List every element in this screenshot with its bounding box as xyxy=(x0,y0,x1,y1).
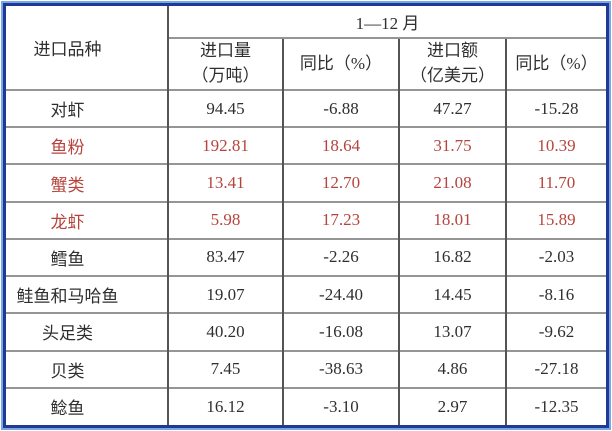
value-cell: 19.07 xyxy=(167,275,283,314)
table-row: 鲑鱼和马哈鱼 19.07 -24.40 14.45 -8.16 xyxy=(6,275,606,314)
column-header-line1: 进口额 xyxy=(427,41,478,61)
value-cell: -6.88 xyxy=(282,88,399,128)
table-header: 进口品种 1—12 月 进口量 （万吨） 同比（%） 进口额 （亿美元） xyxy=(6,6,606,90)
value-cell: 7.45 xyxy=(167,349,283,388)
species-cell: 鲑鱼和马哈鱼 xyxy=(6,275,168,314)
import-table: 进口品种 1—12 月 进口量 （万吨） 同比（%） 进口额 （亿美元） xyxy=(6,6,606,425)
value-cell: 4.86 xyxy=(398,349,506,388)
species-cell: 贝类 xyxy=(6,349,168,388)
value-cell: -16.08 xyxy=(282,312,399,351)
value-cell: -38.63 xyxy=(282,349,399,388)
value-cell: -24.40 xyxy=(282,275,399,314)
value-cell: 83.47 xyxy=(167,237,283,277)
value-cell: -3.10 xyxy=(282,386,399,425)
value-cell: 11.70 xyxy=(505,163,606,202)
value-cell: 10.39 xyxy=(505,126,606,165)
table-row: 鱼粉 192.81 18.64 31.75 10.39 xyxy=(6,126,606,165)
blue-frame-inner: 进口品种 1—12 月 进口量 （万吨） 同比（%） 进口额 （亿美元） xyxy=(3,3,609,428)
value-cell: 21.08 xyxy=(398,163,506,202)
column-header-yoy-value: 同比（%） xyxy=(505,37,606,90)
species-cell: 鳕鱼 xyxy=(6,237,168,277)
column-header-line2: （亿美元） xyxy=(410,66,495,85)
column-header-yoy-volume: 同比（%） xyxy=(282,37,399,90)
table-row: 龙虾 5.98 17.23 18.01 15.89 xyxy=(6,200,606,239)
table-row: 鲶鱼 16.12 -3.10 2.97 -12.35 xyxy=(6,386,606,425)
value-cell: -2.26 xyxy=(282,237,399,277)
value-cell: -2.03 xyxy=(505,237,606,277)
species-cell: 头足类 xyxy=(6,312,168,351)
value-cell: 192.81 xyxy=(167,126,283,165)
species-cell: 鱼粉 xyxy=(6,126,168,165)
value-cell: 94.45 xyxy=(167,88,283,128)
value-cell: 15.89 xyxy=(505,200,606,239)
value-cell: 17.23 xyxy=(282,200,399,239)
period-header: 1—12 月 xyxy=(167,6,606,38)
value-cell: -15.28 xyxy=(505,88,606,128)
value-cell: 16.82 xyxy=(398,237,506,277)
header-row-period: 进口品种 1—12 月 xyxy=(6,6,606,59)
species-cell: 鲶鱼 xyxy=(6,386,168,425)
species-cell: 蟹类 xyxy=(6,163,168,202)
value-cell: -8.16 xyxy=(505,275,606,314)
species-cell: 对虾 xyxy=(6,88,168,128)
value-cell: 47.27 xyxy=(398,88,506,128)
table-row: 贝类 7.45 -38.63 4.86 -27.18 xyxy=(6,349,606,388)
column-header-import-value: 进口额 （亿美元） xyxy=(398,37,506,90)
table-row: 头足类 40.20 -16.08 13.07 -9.62 xyxy=(6,312,606,351)
column-header-line2: （万吨） xyxy=(191,66,260,85)
value-cell: 40.20 xyxy=(167,312,283,351)
value-cell: 18.64 xyxy=(282,126,399,165)
header-row-columns: 进口量 （万吨） 同比（%） 进口额 （亿美元） 同比（%） xyxy=(6,37,606,90)
column-header-line1: 同比（%） xyxy=(299,53,383,73)
value-cell: 13.41 xyxy=(167,163,283,202)
value-cell: -9.62 xyxy=(505,312,606,351)
table-body: 对虾 94.45 -6.88 47.27 -15.28 鱼粉 192.81 18… xyxy=(6,88,606,425)
table-row: 鳕鱼 83.47 -2.26 16.82 -2.03 xyxy=(6,237,606,277)
column-header-line1: 进口量 xyxy=(200,41,251,61)
value-cell: 12.70 xyxy=(282,163,399,202)
value-cell: 31.75 xyxy=(398,126,506,165)
value-cell: -12.35 xyxy=(505,386,606,425)
value-cell: 18.01 xyxy=(398,200,506,239)
value-cell: 5.98 xyxy=(167,200,283,239)
species-column-header: 进口品种 xyxy=(33,40,102,59)
species-cell: 龙虾 xyxy=(6,200,168,239)
value-cell: 14.45 xyxy=(398,275,506,314)
value-cell: 13.07 xyxy=(398,312,506,351)
value-cell: -27.18 xyxy=(505,349,606,388)
table-row: 对虾 94.45 -6.88 47.27 -15.28 xyxy=(6,88,606,128)
value-cell: 16.12 xyxy=(167,386,283,425)
table-row: 蟹类 13.41 12.70 21.08 11.70 xyxy=(6,163,606,202)
column-header-line1: 同比（%） xyxy=(515,53,598,73)
column-header-import-volume: 进口量 （万吨） xyxy=(167,37,283,90)
value-cell: 2.97 xyxy=(398,386,506,425)
